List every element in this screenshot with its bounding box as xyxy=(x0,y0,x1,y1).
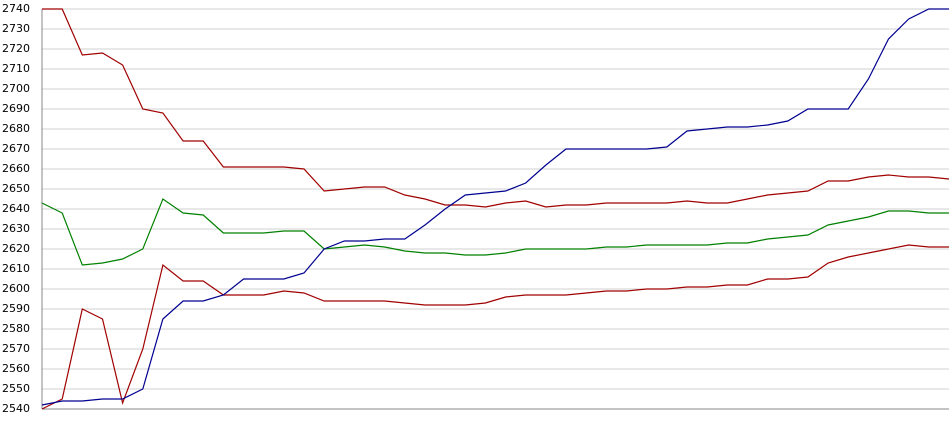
y-tick-label: 2630 xyxy=(2,222,30,235)
y-tick-label: 2570 xyxy=(2,342,30,355)
y-tick-label: 2650 xyxy=(2,182,30,195)
y-tick-label: 2740 xyxy=(2,2,30,15)
y-tick-label: 2690 xyxy=(2,102,30,115)
series-line xyxy=(42,8,950,208)
y-tick-label: 2600 xyxy=(2,282,30,295)
y-tick-label: 2700 xyxy=(2,82,30,95)
y-tick-label: 2710 xyxy=(2,62,30,75)
series-line xyxy=(41,8,949,406)
y-tick-label: 2610 xyxy=(2,262,30,275)
y-tick-label: 2640 xyxy=(2,202,30,215)
y-tick-label: 2580 xyxy=(2,322,30,335)
y-tick-label: 2730 xyxy=(2,22,30,35)
series-line xyxy=(41,198,949,266)
series-line xyxy=(41,244,949,410)
y-tick-label: 2720 xyxy=(2,42,30,55)
y-tick-label: 2590 xyxy=(2,302,30,315)
y-tick-label: 2550 xyxy=(2,382,30,395)
y-tick-label: 2670 xyxy=(2,142,30,155)
y-tick-label: 2560 xyxy=(2,362,30,375)
y-tick-label: 2540 xyxy=(2,402,30,415)
y-tick-label: 2660 xyxy=(2,162,30,175)
y-tick-label: 2620 xyxy=(2,242,30,255)
y-tick-label: 2680 xyxy=(2,122,30,135)
